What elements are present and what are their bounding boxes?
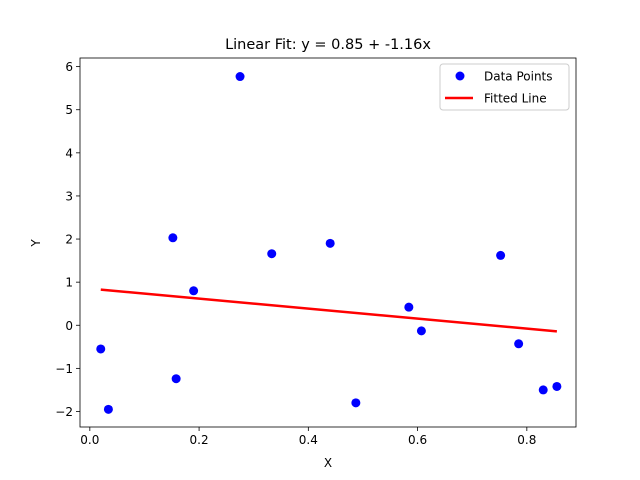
y-tick-label: −2 (55, 405, 73, 419)
data-point (351, 398, 361, 408)
x-tick-label: 0.2 (190, 433, 209, 447)
y-tick-label: 3 (65, 189, 73, 203)
x-axis-label: X (324, 456, 332, 470)
x-tick-label: 0.8 (517, 433, 536, 447)
data-point (325, 238, 335, 248)
y-tick-label: 4 (65, 146, 73, 160)
axes-frame (79, 57, 577, 428)
data-point (514, 339, 524, 349)
y-tick-label: 0 (65, 319, 73, 333)
legend-marker-data-points (455, 71, 465, 81)
chart-title: Linear Fit: y = 0.85 + -1.16x (225, 37, 431, 53)
x-tick-label: 0.6 (408, 433, 427, 447)
y-tick-label: −1 (55, 362, 73, 376)
y-tick-label: 2 (65, 233, 73, 247)
data-point (189, 286, 199, 296)
data-point (96, 344, 106, 354)
plot-area: 0.0 0.2 0.4 0.6 0.8 −2 −1 0 1 2 3 4 5 6 (55, 57, 577, 447)
data-point (235, 72, 245, 82)
legend-label: Fitted Line (484, 92, 547, 106)
y-tick-label: 6 (65, 60, 73, 74)
y-axis-label: Y (29, 239, 43, 248)
data-point (538, 385, 548, 395)
legend-label: Data Points (484, 70, 553, 84)
x-tick-label: 0.4 (299, 433, 318, 447)
data-point (168, 233, 178, 243)
data-point (496, 250, 506, 260)
data-point (404, 302, 414, 312)
y-tick-label: 1 (65, 276, 73, 290)
data-point (171, 374, 181, 384)
y-tick-label: 5 (65, 103, 73, 117)
data-point (267, 249, 277, 259)
fitted-line (100, 288, 557, 333)
data-point (552, 381, 562, 391)
data-point (103, 404, 113, 414)
x-tick-label: 0.0 (80, 433, 99, 447)
data-point (416, 326, 426, 336)
legend: Data Points Fitted Line (439, 63, 570, 111)
